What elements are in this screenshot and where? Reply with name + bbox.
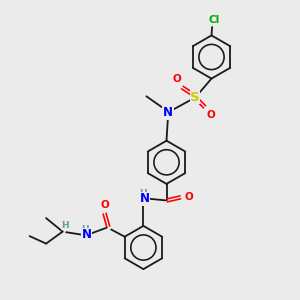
Text: O: O: [185, 192, 194, 203]
Text: N: N: [82, 228, 92, 241]
Text: H: H: [81, 225, 89, 234]
Text: Cl: Cl: [208, 15, 220, 26]
Text: N: N: [140, 192, 150, 206]
Text: H: H: [61, 220, 69, 230]
Text: O: O: [206, 110, 215, 120]
Text: H: H: [140, 189, 147, 198]
Text: O: O: [100, 200, 109, 210]
Text: N: N: [163, 106, 173, 119]
Text: S: S: [190, 91, 200, 104]
Text: O: O: [172, 74, 181, 84]
